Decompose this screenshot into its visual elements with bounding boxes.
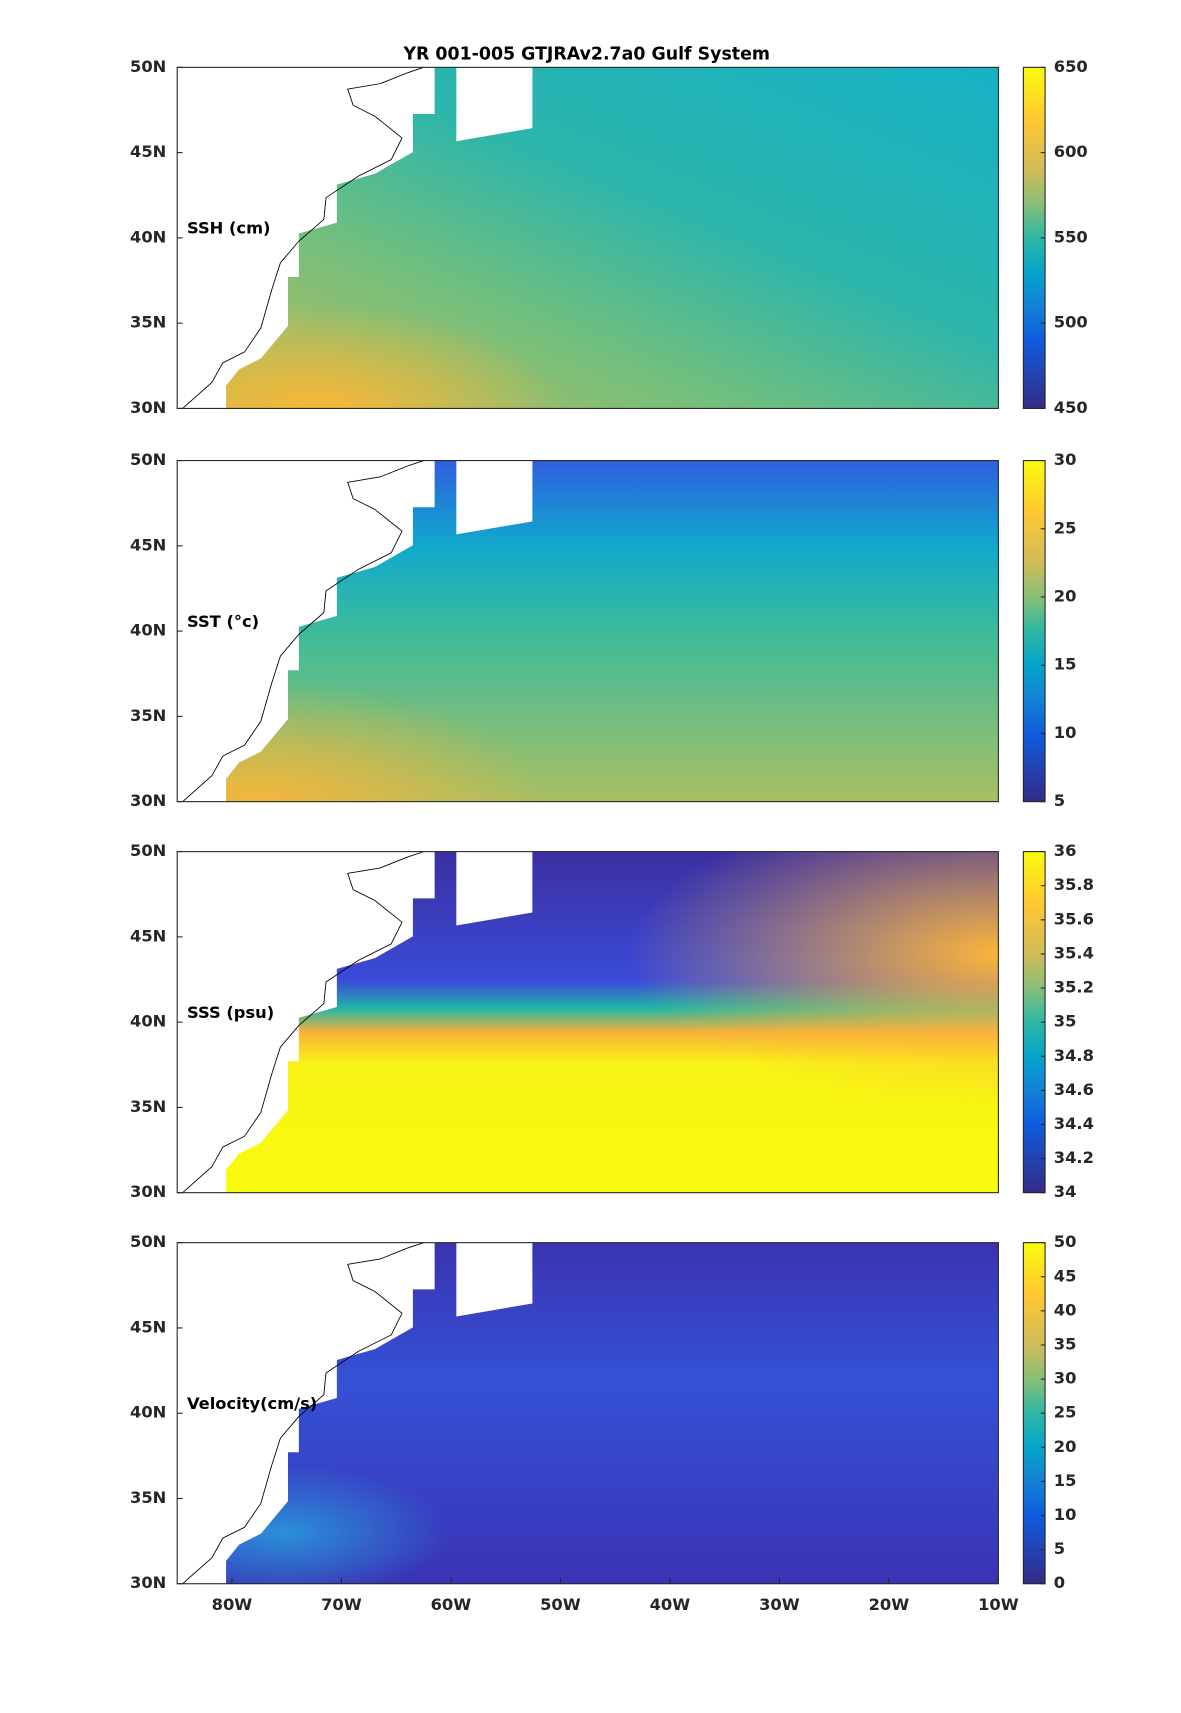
- colorbar-tick-label: 650: [1054, 57, 1088, 76]
- colorbar-tick-label: 600: [1054, 142, 1088, 161]
- colorbar-tick-label: 34.2: [1054, 1148, 1094, 1167]
- y-tick-label: 45N: [130, 1317, 166, 1336]
- coastline: [182, 1242, 424, 1585]
- land: [177, 851, 435, 1193]
- colorbar-tick-label: 35.8: [1054, 875, 1094, 894]
- y-tick-label: 40N: [130, 227, 166, 246]
- colorbar-tick-label: 10: [1054, 1505, 1077, 1524]
- colorbar-tick-label: 36: [1054, 841, 1077, 860]
- y-tick-label: 40N: [130, 621, 166, 640]
- panel-label: SSS (psu): [187, 1003, 274, 1022]
- y-tick-label: 50N: [130, 1232, 166, 1251]
- y-tick-label: 50N: [130, 841, 166, 860]
- land: [177, 460, 435, 802]
- colorbar-tick-label: 25: [1054, 1403, 1077, 1422]
- x-tick-label: 40W: [650, 1595, 691, 1614]
- x-tick-label: 50W: [540, 1595, 581, 1614]
- y-tick-label: 50N: [130, 450, 166, 469]
- y-tick-label: 40N: [130, 1403, 166, 1422]
- y-tick-label: 40N: [130, 1012, 166, 1031]
- x-tick-label: 70W: [321, 1595, 362, 1614]
- colorbar-tick-label: 5: [1054, 1539, 1065, 1558]
- panel-label: Velocity(cm/s): [187, 1394, 317, 1413]
- land: [177, 1242, 435, 1584]
- colorbar-tick-label: 15: [1054, 1471, 1077, 1490]
- x-tick-label: 30W: [759, 1595, 800, 1614]
- colorbar-tick-label: 550: [1054, 227, 1088, 246]
- colorbar-tick-label: 34.6: [1054, 1080, 1094, 1099]
- coastline: [182, 460, 424, 802]
- colorbar-tick-label: 25: [1054, 518, 1077, 537]
- x-tick-label: 80W: [212, 1595, 253, 1614]
- colorbar-tick-label: 35: [1054, 1334, 1077, 1353]
- y-tick-label: 35N: [130, 1097, 166, 1116]
- panel-label: SST (°c): [187, 612, 259, 631]
- land: [456, 851, 533, 926]
- x-tick-label: 20W: [869, 1595, 910, 1614]
- colorbar-tick-label: 35: [1054, 1012, 1077, 1031]
- y-tick-label: 30N: [130, 791, 166, 810]
- y-tick-label: 45N: [130, 926, 166, 945]
- coastline: [182, 851, 424, 1194]
- land: [177, 67, 435, 409]
- x-tick-label: 10W: [978, 1595, 1019, 1614]
- y-tick-label: 30N: [130, 1573, 166, 1592]
- colorbar-tick-label: 5: [1054, 791, 1065, 810]
- colorbar-tick-label: 15: [1054, 655, 1077, 674]
- y-tick-label: 30N: [130, 398, 166, 417]
- y-tick-label: 35N: [130, 313, 166, 332]
- x-tick-label: 60W: [431, 1595, 472, 1614]
- y-tick-label: 30N: [130, 1182, 166, 1201]
- colorbar-tick-label: 35.2: [1054, 978, 1094, 997]
- land: [456, 1242, 533, 1317]
- y-tick-label: 45N: [130, 535, 166, 554]
- colorbar-tick-label: 20: [1054, 586, 1077, 605]
- colorbar-tick-label: 500: [1054, 313, 1088, 332]
- coastline: [182, 66, 424, 409]
- colorbar-tick-label: 34: [1054, 1182, 1077, 1201]
- colorbar-tick-label: 35.6: [1054, 909, 1094, 928]
- colorbar-tick-label: 35.4: [1054, 943, 1094, 962]
- colorbar-tick-label: 0: [1054, 1573, 1065, 1592]
- colorbar-tick-label: 45: [1054, 1266, 1077, 1285]
- panel-label: SSH (cm): [187, 219, 271, 238]
- colorbar-tick-label: 40: [1054, 1300, 1077, 1319]
- colorbar-tick-label: 10: [1054, 723, 1077, 742]
- colorbar-tick-label: 450: [1054, 398, 1088, 417]
- land: [456, 67, 533, 142]
- colorbar-tick-label: 30: [1054, 450, 1077, 469]
- y-tick-label: 50N: [130, 57, 166, 76]
- colorbar-tick-label: 34.8: [1054, 1046, 1094, 1065]
- colorbar-tick-label: 20: [1054, 1437, 1077, 1456]
- land: [456, 460, 533, 535]
- colorbar-tick-label: 34.4: [1054, 1114, 1094, 1133]
- figure-title: YR 001-005 GTJRAv2.7a0 Gulf System: [402, 44, 769, 64]
- colorbar-tick-label: 50: [1054, 1232, 1077, 1251]
- y-tick-label: 35N: [130, 1488, 166, 1507]
- y-tick-label: 35N: [130, 706, 166, 725]
- colorbar-tick-label: 30: [1054, 1369, 1077, 1388]
- y-tick-label: 45N: [130, 142, 166, 161]
- colorbar: [1022, 460, 1046, 803]
